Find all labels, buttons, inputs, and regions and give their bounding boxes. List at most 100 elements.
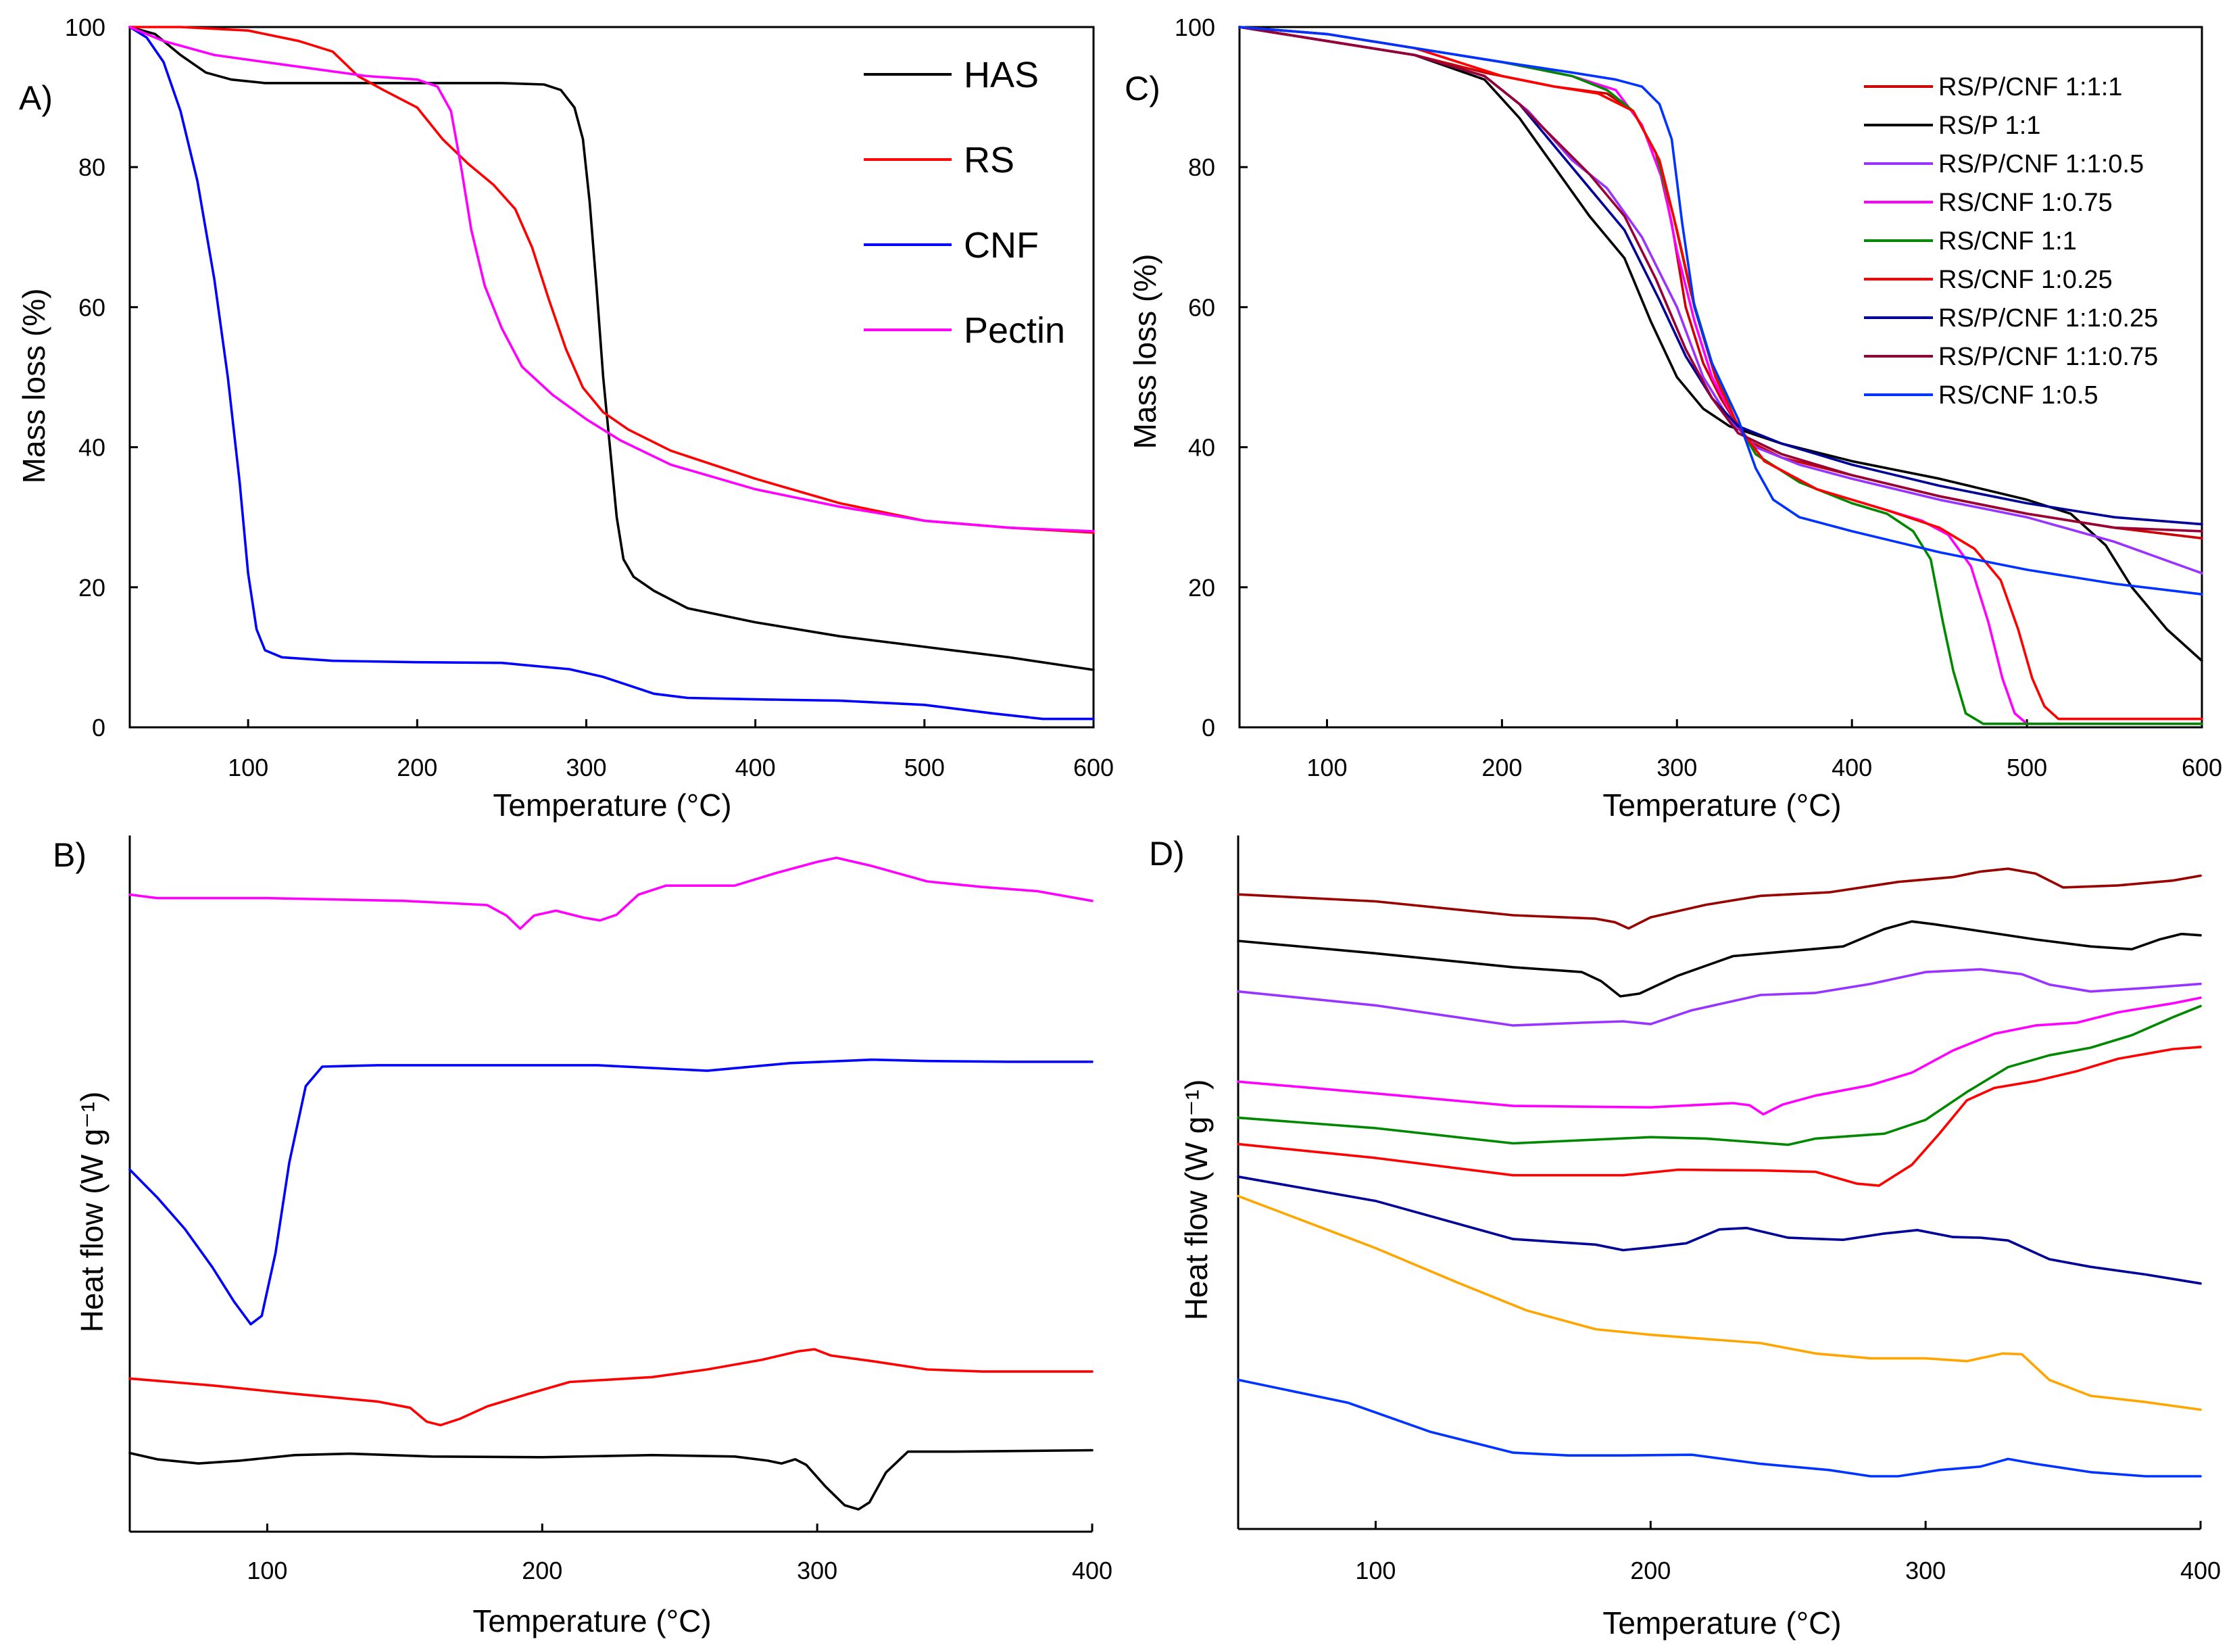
series-line-navy xyxy=(1237,1175,2202,1285)
panel-B-xlabel: Temperature (°C) xyxy=(472,1603,711,1638)
legend-label: RS/P/CNF 1:1:0.25 xyxy=(1938,304,2158,333)
x-tick-label: 100 xyxy=(228,754,268,781)
x-tick-label: 200 xyxy=(522,1557,562,1584)
panel-A-y-axis: 0 20 40 60 80 100 xyxy=(65,14,138,742)
panel-C-label: C) xyxy=(1125,70,1160,107)
legend-label: RS/P/CNF 1:1:1 xyxy=(1938,73,2122,101)
y-tick-label: 0 xyxy=(1202,714,1215,742)
series-line-purple xyxy=(1237,968,2202,1027)
chart-C: C) Mass loss (%) Temperature (°C) 100 200… xyxy=(1125,14,2222,823)
x-tick-label: 400 xyxy=(1832,754,1872,781)
x-tick-label: 200 xyxy=(1481,754,1522,781)
panel-A-series xyxy=(128,26,1095,721)
y-tick-label: 40 xyxy=(78,434,105,462)
legend-label: RS/CNF 1:1 xyxy=(1938,227,2077,256)
panel-D-xlabel: Temperature (°C) xyxy=(1602,1605,1841,1641)
legend-label: RS/CNF 1:0.25 xyxy=(1938,266,2113,294)
panel-B-ylabel: Heat flow (W g⁻¹) xyxy=(74,1092,109,1333)
panel-D-x-axis: 100 200 300 400 xyxy=(1355,1521,2221,1584)
panel-D-label: D) xyxy=(1149,835,1185,873)
panel-A-legend: HAS RS CNF Pectin xyxy=(864,55,1065,351)
series-line-rs-p-cnf-1-1-0-5 xyxy=(1238,26,2203,575)
x-tick-label: 200 xyxy=(397,754,437,781)
panel-B-series xyxy=(128,856,1094,1511)
chart-B: B) Heat flow (W g⁻¹) Temperature (°C) 10… xyxy=(53,835,1112,1638)
series-line-has xyxy=(128,1449,1094,1511)
series-line-rs-cnf-1-0-25 xyxy=(1238,26,2203,721)
series-line-rs-cnf-1-0-5 xyxy=(1238,26,2203,596)
y-tick-label: 100 xyxy=(1175,14,1215,41)
y-tick-label: 60 xyxy=(78,293,105,321)
legend-label: Pectin xyxy=(964,310,1065,351)
series-line-rs-p-cnf-1-1-0-75 xyxy=(1238,26,2203,533)
x-tick-label: 100 xyxy=(247,1557,287,1584)
series-line-rs-cnf-1-1 xyxy=(1238,26,2203,725)
panel-A-xlabel: Temperature (°C) xyxy=(493,787,731,823)
x-tick-label: 400 xyxy=(1072,1557,1112,1584)
panel-A-frame xyxy=(128,26,1095,729)
x-tick-label: 100 xyxy=(1355,1557,1396,1584)
legend-label: RS/CNF 1:0.5 xyxy=(1938,381,2099,410)
y-tick-label: 20 xyxy=(1188,574,1215,602)
series-line-rs xyxy=(128,1348,1094,1427)
panel-C-legend: RS/P/CNF 1:1:1 RS/P 1:1 RS/P/CNF 1:1:0.5 RS… xyxy=(1864,73,2158,410)
panel-B-x-axis: 100 200 300 400 xyxy=(247,1524,1112,1584)
panel-A-x-axis: 100 200 300 400 500 600 xyxy=(228,719,1114,781)
panel-D-ylabel: Heat flow (W g⁻¹) xyxy=(1179,1079,1214,1321)
panel-C-xlabel: Temperature (°C) xyxy=(1602,787,1841,823)
x-tick-label: 500 xyxy=(2007,754,2047,781)
y-tick-label: 80 xyxy=(1188,153,1215,181)
series-line-orange xyxy=(1237,1194,2202,1411)
series-line-rs-p-1-1 xyxy=(1238,26,2203,662)
x-tick-label: 300 xyxy=(1657,754,1697,781)
panel-A-label: A) xyxy=(19,79,53,117)
y-tick-label: 20 xyxy=(78,574,105,602)
legend-label: RS/P/CNF 1:1:0.5 xyxy=(1938,150,2144,178)
series-line-red xyxy=(1237,1046,2202,1187)
series-line-cnf xyxy=(128,1058,1094,1326)
y-tick-label: 0 xyxy=(92,714,105,742)
x-tick-label: 600 xyxy=(2182,754,2222,781)
x-tick-label: 300 xyxy=(797,1557,837,1584)
series-line-rs xyxy=(128,26,1095,534)
legend-label: RS xyxy=(964,140,1014,180)
series-line-rs-cnf-1-0-75 xyxy=(1238,26,2203,725)
x-tick-label: 600 xyxy=(1073,754,1114,781)
x-tick-label: 100 xyxy=(1306,754,1347,781)
legend-label: CNF xyxy=(964,225,1039,266)
x-tick-label: 400 xyxy=(2180,1557,2221,1584)
x-tick-label: 300 xyxy=(1905,1557,1946,1584)
panel-B-label: B) xyxy=(53,836,87,874)
panel-A-ylabel: Mass loss (%) xyxy=(16,289,51,484)
y-tick-label: 100 xyxy=(65,14,105,41)
series-line-green xyxy=(1237,1004,2202,1146)
y-tick-label: 80 xyxy=(78,153,105,181)
panel-C-ylabel: Mass loss (%) xyxy=(1127,254,1162,450)
panel-C-y-axis: 0 20 40 60 80 100 xyxy=(1175,14,1248,742)
series-line-cnf xyxy=(128,26,1095,721)
panel-C-series xyxy=(1238,26,2203,725)
series-line-black xyxy=(1237,920,2202,998)
series-line-magenta xyxy=(1237,996,2202,1116)
x-tick-label: 400 xyxy=(735,754,776,781)
legend-label: RS/P/CNF 1:1:0.75 xyxy=(1938,343,2158,371)
y-tick-label: 60 xyxy=(1188,293,1215,321)
series-line-blue xyxy=(1237,1378,2202,1478)
series-line-has xyxy=(128,26,1095,671)
legend-label: HAS xyxy=(964,55,1039,95)
x-tick-label: 500 xyxy=(904,754,945,781)
x-tick-label: 300 xyxy=(566,754,606,781)
chart-D: D) Heat flow (W g⁻¹) Temperature (°C) 10… xyxy=(1149,835,2221,1641)
series-line-dark-red xyxy=(1237,867,2202,930)
legend-label: RS/CNF 1:0.75 xyxy=(1938,189,2113,217)
series-line-pectin xyxy=(128,26,1095,533)
y-tick-label: 40 xyxy=(1188,434,1215,462)
series-line-pectin xyxy=(128,856,1094,930)
chart-A: A) Mass loss (%) Temperature (°C) 100 200… xyxy=(16,14,1114,823)
panel-C-x-axis: 100 200 300 400 500 600 xyxy=(1306,719,2222,781)
x-tick-label: 200 xyxy=(1630,1557,1671,1584)
panel-C-frame xyxy=(1238,26,2203,729)
panel-D-series xyxy=(1237,867,2202,1478)
legend-label: RS/P 1:1 xyxy=(1938,112,2040,140)
